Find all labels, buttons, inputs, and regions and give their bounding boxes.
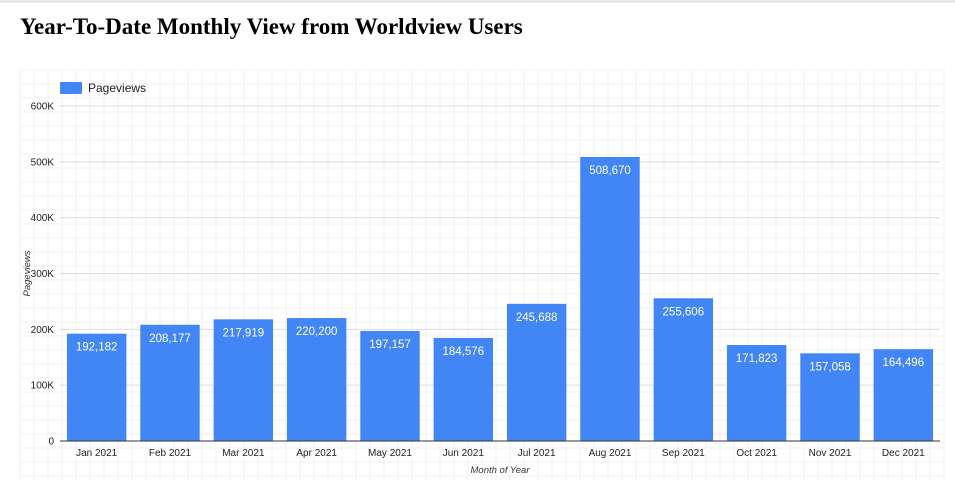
y-tick-label: 200K — [31, 325, 55, 336]
y-tick-label: 400K — [31, 213, 55, 224]
bar-data-label: 208,177 — [149, 333, 191, 345]
bar-data-label: 197,157 — [369, 339, 411, 351]
bar-data-label: 184,576 — [443, 346, 485, 358]
bar[interactable] — [726, 345, 787, 441]
x-tick-label: Dec 2021 — [882, 448, 925, 459]
bar-data-label: 157,058 — [809, 361, 851, 373]
bar[interactable] — [360, 330, 420, 441]
bar[interactable] — [433, 337, 494, 441]
chart-legend[interactable]: Pageviews — [60, 81, 146, 95]
y-tick-label: 600K — [31, 102, 55, 113]
x-tick-label: Mar 2021 — [222, 448, 265, 459]
y-tick-label: 0 — [48, 437, 54, 448]
top-border — [0, 0, 955, 3]
bar[interactable] — [800, 353, 860, 441]
y-tick-label: 500K — [31, 157, 55, 168]
y-tick-label: 300K — [31, 269, 55, 280]
bar-data-label: 192,182 — [76, 342, 118, 354]
bar[interactable] — [873, 349, 934, 441]
x-tick-label: Jun 2021 — [443, 448, 485, 459]
bar-data-label: 255,606 — [663, 306, 705, 318]
x-tick-label: May 2021 — [368, 448, 412, 459]
bar[interactable] — [213, 319, 274, 441]
x-tick-label: Jul 2021 — [518, 448, 556, 459]
x-tick-label: Apr 2021 — [296, 448, 337, 459]
page-title: Year-To-Date Monthly View from Worldview… — [20, 14, 523, 39]
chart-bars: 192,182 208,177 217,919 220,200 197,157 184,5… — [66, 156, 934, 441]
bar-data-label: 245,688 — [516, 312, 558, 324]
x-tick-label: Jan 2021 — [76, 448, 118, 459]
x-tick-label: Sep 2021 — [662, 448, 705, 459]
bar-data-label: 171,823 — [736, 353, 778, 365]
legend-label: Pageviews — [88, 81, 146, 95]
bar[interactable] — [66, 333, 127, 441]
legend-swatch — [60, 82, 82, 94]
chart-axes: 0 100K 200K 300K 400K 500K 600K Pageviews Jan 20… — [22, 102, 940, 476]
bar-data-label: 164,496 — [883, 357, 925, 369]
x-tick-label: Aug 2021 — [589, 448, 632, 459]
y-tick-label: 100K — [31, 381, 55, 392]
bar-data-label: 217,919 — [223, 327, 265, 339]
x-tick-label: Oct 2021 — [736, 448, 777, 459]
y-axis-title: Pageviews — [22, 250, 33, 296]
bar-data-label: 508,670 — [589, 165, 631, 177]
bar[interactable] — [580, 156, 640, 441]
bar[interactable] — [653, 298, 714, 441]
bar[interactable] — [140, 324, 200, 441]
bar[interactable] — [286, 318, 347, 441]
bar-data-label: 220,200 — [296, 326, 338, 338]
x-tick-label: Nov 2021 — [809, 448, 852, 459]
bar[interactable] — [506, 303, 567, 441]
x-tick-label: Feb 2021 — [149, 448, 192, 459]
x-axis-title: Month of Year — [471, 465, 531, 476]
